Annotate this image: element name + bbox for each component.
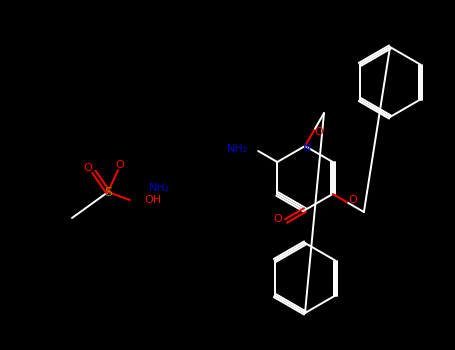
Text: NH₂: NH₂ <box>227 144 248 154</box>
Text: OH: OH <box>144 195 161 205</box>
Text: O: O <box>116 160 124 170</box>
Text: O: O <box>84 163 92 173</box>
Text: O: O <box>314 127 324 137</box>
Text: NH₂: NH₂ <box>149 183 171 193</box>
Text: O: O <box>348 195 357 205</box>
Text: S: S <box>104 186 112 198</box>
Text: O: O <box>273 214 282 224</box>
Text: N: N <box>303 143 311 153</box>
